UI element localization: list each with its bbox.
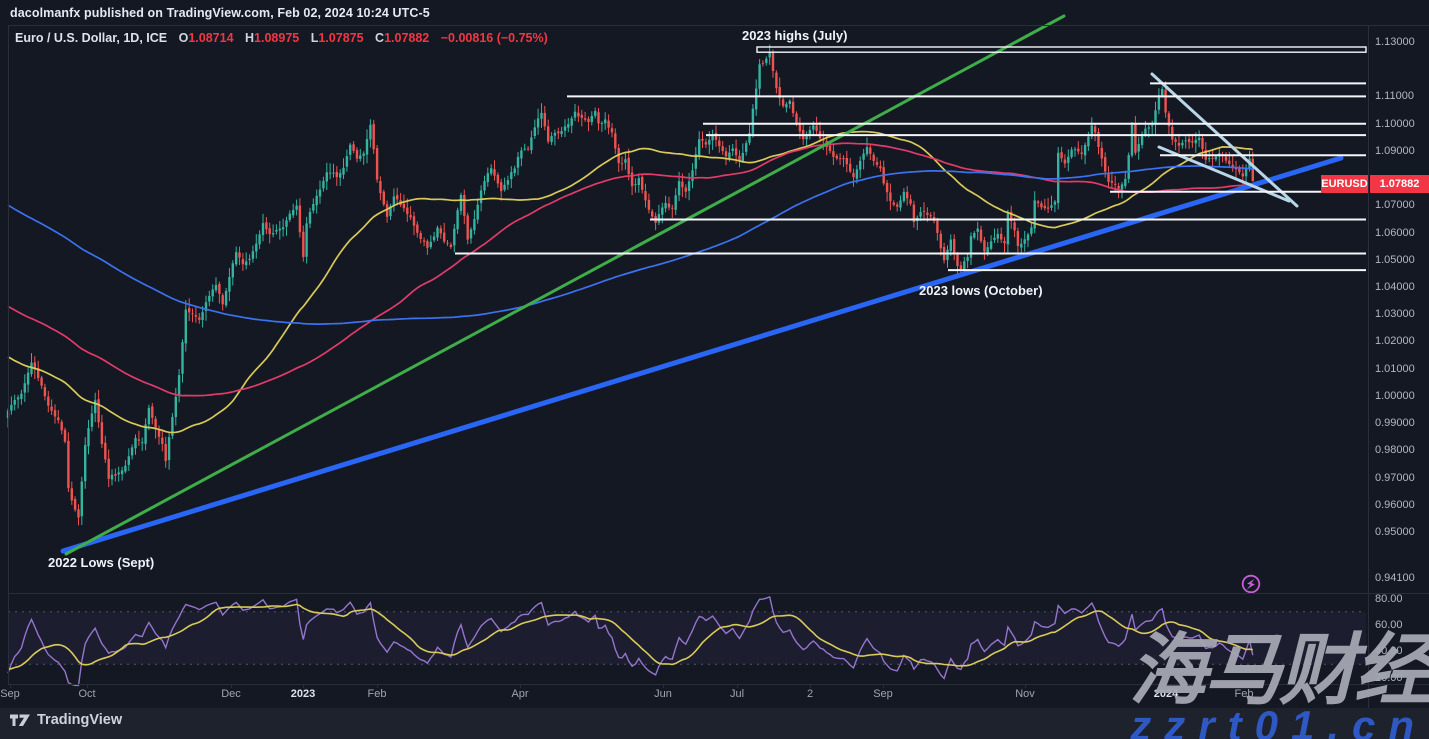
time-axis-tick bbox=[810, 684, 811, 688]
price-axis-label: 1.11000 bbox=[1375, 90, 1414, 103]
time-axis-tick bbox=[231, 684, 232, 688]
price-axis-label: 1.04000 bbox=[1375, 280, 1415, 293]
footer-bar bbox=[0, 708, 1429, 739]
price-axis-label: 1.00000 bbox=[1375, 389, 1415, 402]
panel-left-border bbox=[8, 25, 9, 684]
flash-icon[interactable] bbox=[1241, 574, 1262, 595]
time-axis-tick bbox=[1244, 684, 1245, 688]
price-axis-label: 1.13000 bbox=[1375, 36, 1415, 48]
time-axis-tick bbox=[377, 684, 378, 688]
time-axis-tick bbox=[303, 684, 304, 688]
tradingview-link[interactable]: TradingView bbox=[10, 712, 122, 728]
price-axis-label: 0.98000 bbox=[1375, 444, 1415, 457]
annotation-2023-lows: 2023 lows (October) bbox=[919, 283, 1043, 298]
low-label: L bbox=[310, 31, 319, 45]
badge-symbol: EURUSD bbox=[1321, 175, 1368, 193]
price-axis-label: 0.96000 bbox=[1375, 498, 1415, 511]
last-price-badge: EURUSD 1.07882 bbox=[1321, 175, 1429, 193]
time-axis-label: 2024 bbox=[1153, 688, 1179, 700]
level-box[interactable] bbox=[756, 46, 1367, 53]
rsi-axis-label: 40.00 bbox=[1375, 645, 1403, 658]
close-label: C bbox=[375, 31, 385, 45]
panel-top-border bbox=[8, 25, 1429, 26]
badge-price: 1.07882 bbox=[1370, 175, 1429, 193]
time-axis-label: 2023 bbox=[290, 688, 316, 700]
time-axis-label: Sep bbox=[873, 688, 893, 700]
time-axis-tick bbox=[1166, 684, 1167, 688]
trendline[interactable] bbox=[1150, 72, 1299, 208]
time-axis-label: Feb bbox=[367, 688, 387, 700]
ma-line-100 bbox=[7, 142, 1253, 397]
price-axis-label: 0.99000 bbox=[1375, 417, 1415, 430]
high-value: 1.08975 bbox=[254, 31, 300, 45]
rsi-band bbox=[8, 611, 1366, 665]
trendline[interactable] bbox=[64, 14, 1066, 556]
rsi-line bbox=[7, 595, 1254, 687]
time-axis-border bbox=[8, 684, 1429, 685]
price-axis-label: 1.09000 bbox=[1375, 144, 1415, 157]
ma-line-200 bbox=[7, 165, 1253, 325]
time-axis-label: Oct bbox=[78, 688, 96, 700]
time-axis-tick bbox=[87, 684, 88, 688]
time-axis-label: 2 bbox=[806, 688, 814, 700]
price-axis-border bbox=[1368, 25, 1369, 708]
time-axis-label: Sep bbox=[0, 688, 20, 700]
watermark-cjk: 海马财经 bbox=[1128, 626, 1429, 714]
rsi-axis-label: 20.00 bbox=[1375, 671, 1403, 684]
annotation-2022-lows: 2022 Lows (Sept) bbox=[48, 555, 155, 570]
price-axis-label: 1.10000 bbox=[1375, 117, 1415, 130]
symbol-title: Euro / U.S. Dollar, 1D, ICE bbox=[15, 31, 168, 45]
close-value: 1.07882 bbox=[384, 31, 430, 45]
price-axis-label: 1.07000 bbox=[1375, 199, 1415, 212]
watermark-site: zzrt01.cn bbox=[1130, 702, 1427, 739]
price-axis-label: 0.94100 bbox=[1375, 572, 1415, 584]
time-axis-tick bbox=[520, 684, 521, 688]
time-axis-label: Dec bbox=[221, 688, 241, 700]
rsi-axis-label: 80.00 bbox=[1375, 592, 1403, 605]
time-axis-label: Jun bbox=[654, 688, 672, 700]
annotation-2023-highs: 2023 highs (July) bbox=[742, 28, 848, 43]
rsi-ma-line bbox=[7, 603, 1253, 670]
time-axis-label: Jul bbox=[729, 688, 745, 700]
time-axis-label: Apr bbox=[511, 688, 529, 700]
pane-divider bbox=[8, 593, 1429, 594]
ma-line-50 bbox=[7, 130, 1253, 434]
candlesticks-up bbox=[6, 44, 1251, 525]
time-axis-tick bbox=[737, 684, 738, 688]
open-value: 1.08714 bbox=[188, 31, 234, 45]
price-axis-label: 1.06000 bbox=[1375, 226, 1415, 239]
published-attribution: dacolmanfx published on TradingView.com,… bbox=[10, 6, 430, 20]
trendline[interactable] bbox=[60, 155, 1344, 554]
change-value: −0.00816 (−0.75%) bbox=[440, 31, 548, 45]
time-axis-tick bbox=[10, 684, 11, 688]
price-axis-label: 1.01000 bbox=[1375, 362, 1415, 375]
price-axis-label: 0.97000 bbox=[1375, 471, 1415, 484]
time-axis-tick bbox=[1025, 684, 1026, 688]
tradingview-logo-icon bbox=[10, 714, 30, 726]
candlesticks-down bbox=[33, 49, 1254, 526]
rsi-axis-label: 60.00 bbox=[1375, 618, 1403, 631]
price-axis-label: 1.03000 bbox=[1375, 308, 1415, 321]
time-axis-tick bbox=[663, 684, 664, 688]
low-value: 1.07875 bbox=[318, 31, 364, 45]
price-axis-label: 1.02000 bbox=[1375, 335, 1415, 348]
symbol-legend: Euro / U.S. Dollar, 1D, ICE O1.08714 H1.… bbox=[15, 31, 556, 45]
time-axis-tick bbox=[883, 684, 884, 688]
price-axis-label: 0.95000 bbox=[1375, 525, 1415, 538]
time-axis-label: Feb bbox=[1234, 688, 1254, 700]
tradingview-brand-text: TradingView bbox=[37, 712, 123, 728]
open-label: O bbox=[178, 31, 189, 45]
time-axis-label: Nov bbox=[1015, 688, 1035, 700]
high-label: H bbox=[245, 31, 255, 45]
price-axis-label: 1.05000 bbox=[1375, 253, 1415, 266]
